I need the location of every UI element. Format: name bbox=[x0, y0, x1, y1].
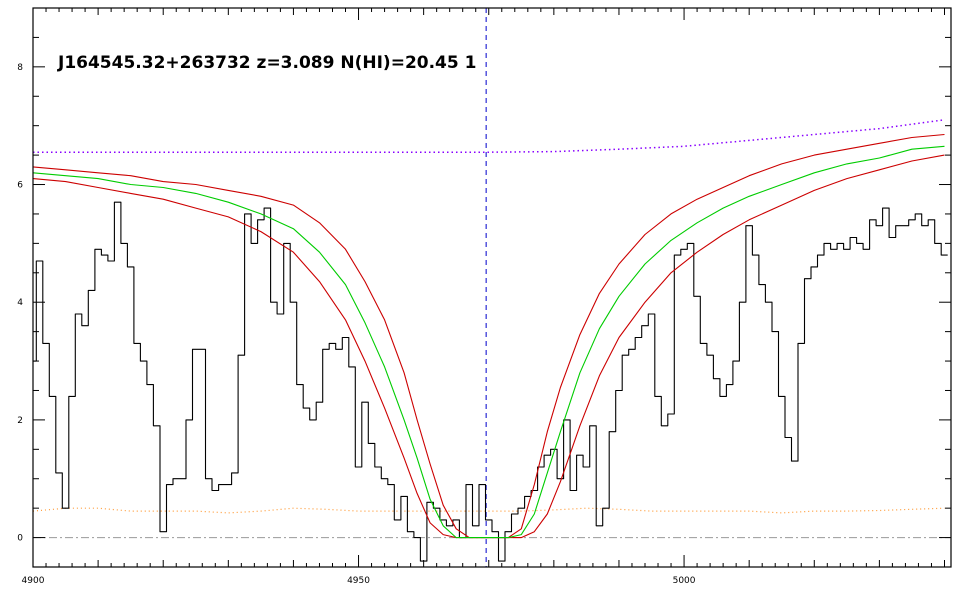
series-upper-bound bbox=[32, 133, 945, 539]
chart-title: J164545.32+263732 z=3.089 N(HI)=20.45 1 bbox=[57, 53, 476, 73]
chart-frame-layer: 4900 4950 5000 0 2 4 6 8 bbox=[17, 7, 952, 586]
chart-lines-layer bbox=[32, 8, 951, 567]
y-tick-label: 2 bbox=[17, 416, 23, 426]
x-tick-label: 4950 bbox=[347, 576, 370, 586]
y-tick-label: 6 bbox=[17, 181, 23, 191]
series-error bbox=[32, 507, 945, 514]
x-tick-label: 5000 bbox=[673, 576, 696, 586]
series-continuum bbox=[33, 119, 945, 153]
y-tick-label: 0 bbox=[17, 534, 23, 544]
series-lower-bound bbox=[32, 154, 945, 539]
series-flux bbox=[33, 201, 948, 562]
plot-frame bbox=[32, 7, 952, 568]
y-tick-label: 4 bbox=[17, 298, 23, 308]
y-tick-label: 8 bbox=[17, 63, 23, 73]
series-model bbox=[32, 145, 945, 539]
x-tick-label: 4900 bbox=[22, 576, 45, 586]
